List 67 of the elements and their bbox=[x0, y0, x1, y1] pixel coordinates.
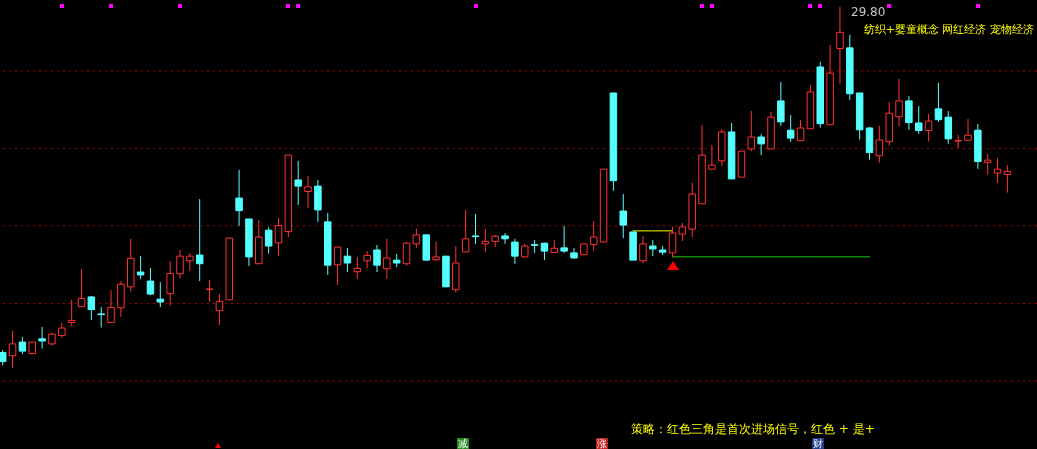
candlestick bbox=[461, 209, 470, 253]
candlestick bbox=[146, 267, 155, 296]
candlestick bbox=[373, 244, 381, 273]
text: 减 bbox=[457, 438, 469, 449]
candlestick bbox=[67, 299, 76, 327]
candlestick bbox=[560, 225, 568, 254]
candlestick bbox=[87, 295, 96, 321]
candlestick bbox=[639, 235, 647, 264]
candlestick bbox=[708, 144, 716, 171]
candlestick bbox=[107, 289, 115, 324]
candlestick bbox=[8, 330, 17, 369]
candlestick bbox=[294, 160, 302, 206]
candlestick bbox=[176, 249, 184, 279]
candlestick bbox=[619, 193, 627, 239]
candlestick bbox=[412, 228, 421, 249]
candlestick bbox=[117, 280, 125, 318]
text: 策略：红色三角是首次进场信号，红色 + 是+ bbox=[631, 422, 875, 437]
candlestick bbox=[668, 226, 677, 258]
candlestick bbox=[333, 246, 342, 286]
candlestick bbox=[983, 153, 992, 176]
candlestick bbox=[166, 260, 174, 307]
candlestick bbox=[934, 82, 943, 123]
candlestick bbox=[481, 228, 490, 253]
candlestick bbox=[905, 95, 913, 131]
candlestick bbox=[264, 226, 273, 255]
candlestick bbox=[38, 326, 46, 350]
candlestick bbox=[314, 179, 322, 223]
candlestick bbox=[895, 78, 903, 128]
candlestick bbox=[215, 293, 224, 326]
candlestick bbox=[402, 241, 411, 267]
candlestick bbox=[205, 279, 214, 303]
candlestick bbox=[777, 81, 785, 127]
candlestick bbox=[747, 110, 756, 152]
candlestick bbox=[501, 232, 509, 245]
candlestick bbox=[786, 114, 795, 143]
candlestick bbox=[195, 198, 204, 282]
annotation: 29.80 bbox=[851, 5, 886, 20]
candlestick bbox=[757, 133, 765, 156]
candlestick bbox=[589, 220, 598, 252]
candlestick bbox=[432, 241, 440, 262]
candlestick bbox=[304, 175, 312, 209]
candlestick bbox=[156, 281, 165, 308]
candlestick bbox=[678, 222, 687, 242]
candlestick bbox=[836, 6, 844, 85]
candlestick bbox=[924, 113, 933, 143]
candlestick bbox=[97, 306, 105, 329]
candlestick bbox=[915, 105, 923, 135]
candlestick bbox=[343, 247, 352, 273]
candlestick bbox=[136, 255, 145, 280]
candlestick bbox=[471, 213, 480, 245]
candlestick bbox=[511, 238, 519, 265]
text: 财 bbox=[812, 438, 824, 449]
annotation: 纺织+婴童概念 网红经济 宠物经济 bbox=[863, 23, 1034, 37]
candlestick bbox=[353, 256, 362, 280]
candlestick bbox=[235, 169, 243, 227]
candlestick bbox=[77, 268, 86, 308]
candlestick bbox=[964, 118, 972, 141]
text: 涨 bbox=[596, 438, 608, 449]
candlestick bbox=[363, 250, 371, 269]
candlestick bbox=[796, 119, 805, 142]
candlestick bbox=[274, 217, 283, 257]
candlestick bbox=[993, 157, 1002, 184]
candlestick bbox=[186, 252, 194, 272]
candlestick bbox=[875, 125, 884, 164]
candlestick bbox=[944, 110, 953, 145]
candlestick bbox=[1003, 164, 1012, 194]
candlestick bbox=[383, 238, 391, 280]
